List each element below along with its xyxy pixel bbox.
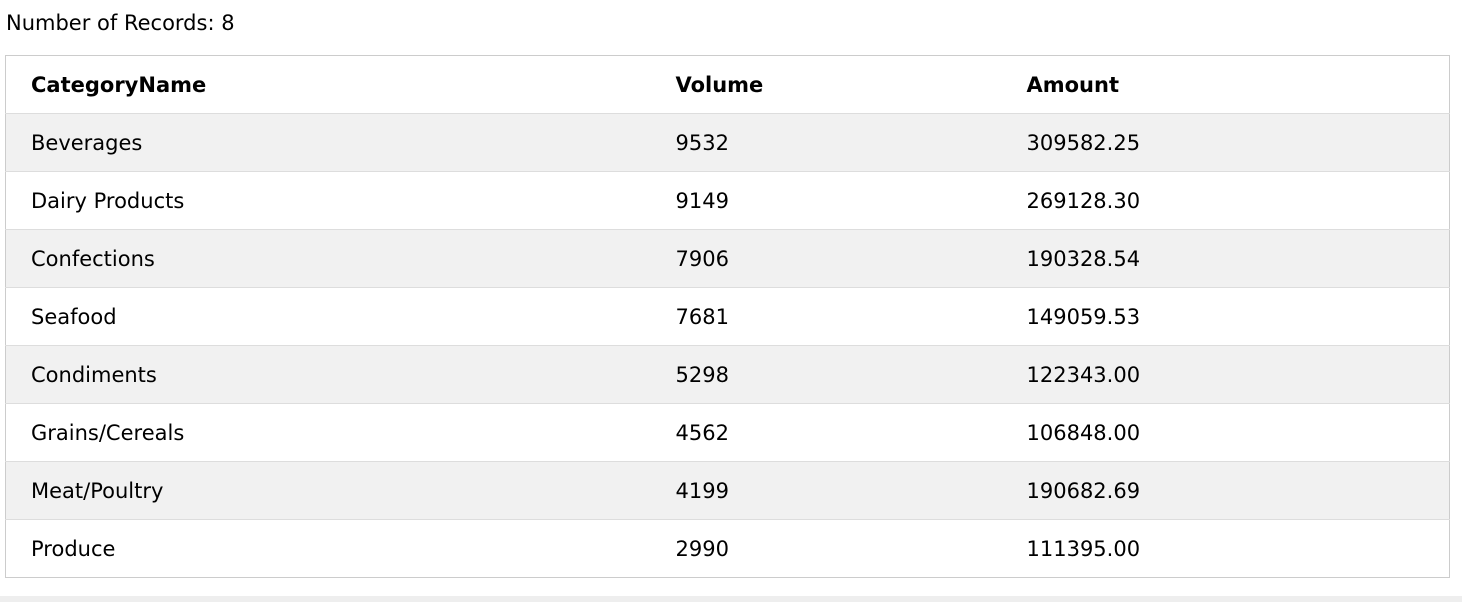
column-header-category-name: CategoryName bbox=[5, 55, 651, 114]
table-row: Dairy Products 9149 269128.30 bbox=[5, 171, 1450, 230]
column-header-amount: Amount bbox=[1001, 55, 1450, 114]
table-row: Produce 2990 111395.00 bbox=[5, 519, 1450, 578]
cell-category-name: Condiments bbox=[5, 345, 651, 404]
cell-volume: 9149 bbox=[650, 171, 1002, 230]
cell-volume: 5298 bbox=[650, 345, 1002, 404]
table-row: Seafood 7681 149059.53 bbox=[5, 287, 1450, 346]
table-header-row: CategoryName Volume Amount bbox=[5, 55, 1450, 114]
cell-amount: 149059.53 bbox=[1001, 287, 1450, 346]
cell-category-name: Grains/Cereals bbox=[5, 403, 651, 462]
cell-volume: 7681 bbox=[650, 287, 1002, 346]
cell-category-name: Seafood bbox=[5, 287, 651, 346]
cell-volume: 4562 bbox=[650, 403, 1002, 462]
cell-category-name: Produce bbox=[31, 536, 116, 561]
cell-volume: 9532 bbox=[650, 113, 1002, 172]
table-row: Beverages 9532 309582.25 bbox=[5, 113, 1450, 172]
cell-volume: 2990 bbox=[675, 536, 729, 561]
cell-volume: 4199 bbox=[650, 461, 1002, 520]
records-table: CategoryName Volume Amount Beverages 953… bbox=[5, 55, 1450, 578]
cell-category-name: Confections bbox=[5, 229, 651, 288]
record-count-label: Number of Records: 8 bbox=[6, 11, 235, 35]
table-row: Confections 7906 190328.54 bbox=[5, 229, 1450, 288]
cell-amount: 269128.30 bbox=[1001, 171, 1450, 230]
horizontal-scrollbar[interactable] bbox=[0, 596, 1462, 602]
column-header-volume: Volume bbox=[650, 55, 1002, 114]
table-row: Meat/Poultry 4199 190682.69 bbox=[5, 461, 1450, 520]
cell-amount: 190328.54 bbox=[1001, 229, 1450, 288]
cell-category-name: Dairy Products bbox=[5, 171, 651, 230]
cell-amount: 106848.00 bbox=[1001, 403, 1450, 462]
table-row: Grains/Cereals 4562 106848.00 bbox=[5, 403, 1450, 462]
cell-volume: 7906 bbox=[650, 229, 1002, 288]
cell-amount: 111395.00 bbox=[1026, 536, 1141, 561]
table-row: Condiments 5298 122343.00 bbox=[5, 345, 1450, 404]
cell-category-name: Beverages bbox=[5, 113, 651, 172]
cell-amount: 190682.69 bbox=[1001, 461, 1450, 520]
cell-amount: 122343.00 bbox=[1001, 345, 1450, 404]
cell-category-name: Meat/Poultry bbox=[5, 461, 651, 520]
cell-amount: 309582.25 bbox=[1001, 113, 1450, 172]
